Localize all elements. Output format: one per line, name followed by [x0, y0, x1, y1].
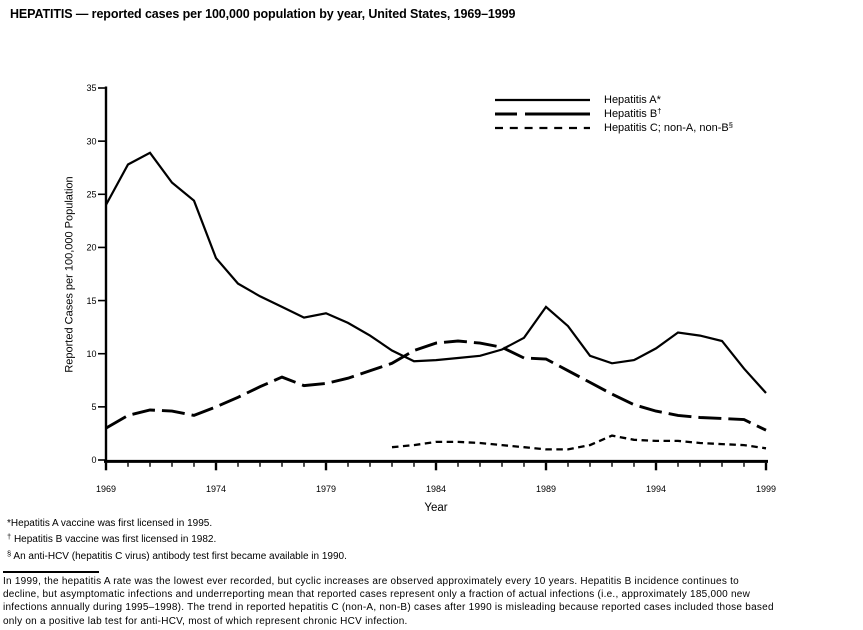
- footnotes: *Hepatitis A vaccine was first licensed …: [7, 517, 347, 563]
- legend-item-hepatitis-a: Hepatitis A*: [494, 93, 733, 107]
- commentary-line: infections annually during 1995–1998). T…: [3, 602, 774, 614]
- commentary: In 1999, the hepatitis A rate was the lo…: [3, 575, 774, 628]
- line-chart: 0 5 10 15 20 25 30 35 1969 1974 1979 1984 1989 1994 19…: [86, 83, 776, 494]
- y-axis-label: Reported Cases per 100,000 Population: [63, 176, 76, 373]
- x-tick-label: 1969: [96, 484, 116, 494]
- y-tick-label: 0: [91, 455, 96, 465]
- y-tick-label: 15: [86, 296, 96, 306]
- figure-title: HEPATITIS — reported cases per 100,000 p…: [10, 7, 516, 21]
- footnote-text: Hepatitis B vaccine was first licensed i…: [11, 534, 217, 546]
- legend: Hepatitis A* Hepatitis B† Hepatitis C; n…: [494, 93, 733, 136]
- y-tick-label: 20: [86, 243, 96, 253]
- x-tick-label: 1974: [206, 484, 226, 494]
- x-tick-label: 1999: [756, 484, 776, 494]
- legend-solid-line-icon: [495, 98, 590, 102]
- legend-label-hepatitis-a: Hepatitis A*: [604, 93, 661, 106]
- y-tick-label: 35: [86, 83, 96, 93]
- commentary-line: In 1999, the hepatitis A rate was the lo…: [3, 576, 739, 587]
- series-line-3: [391, 434, 767, 451]
- legend-item-hepatitis-b: Hepatitis B†: [494, 107, 733, 121]
- y-tick-label: 30: [86, 136, 96, 146]
- series-line-2: [105, 339, 767, 432]
- commentary-line: decline, but asymptomatic infections and…: [3, 589, 751, 601]
- footnote-text: Hepatitis A vaccine was first licensed i…: [10, 518, 213, 529]
- footnote-hepatitis-a: *Hepatitis A vaccine was first licensed …: [7, 517, 347, 530]
- legend-sup-b: †: [657, 106, 662, 116]
- footnote-marker: †: [7, 532, 12, 542]
- x-tick-label: 1989: [536, 484, 556, 494]
- legend-sup-c: §: [728, 120, 733, 130]
- x-tick-label: 1979: [316, 484, 336, 494]
- footnote-text: An anti-HCV (hepatitis C virus) antibody…: [11, 550, 347, 562]
- x-axis-label: Year: [424, 502, 448, 514]
- legend-label-hepatitis-c: Hepatitis C; non-A, non-B§: [604, 120, 733, 134]
- divider-rule: [3, 571, 99, 574]
- x-tick-label: 1994: [646, 484, 666, 494]
- series-line-1: [105, 151, 767, 394]
- footnote-marker: *: [7, 518, 11, 529]
- commentary-line: only on a positive lab test for anti-HCV…: [3, 615, 408, 627]
- legend-label-hepatitis-b: Hepatitis B†: [604, 106, 662, 120]
- y-tick-label: 5: [91, 402, 96, 412]
- y-tick-label: 25: [86, 189, 96, 199]
- legend-long-dash-line-icon: [495, 112, 590, 116]
- footnote-marker: §: [7, 548, 12, 558]
- footnote-hepatitis-c: § An anti-HCV (hepatitis C virus) antibo…: [7, 547, 347, 563]
- legend-short-dash-line-icon: [495, 127, 590, 130]
- footnote-hepatitis-b: † Hepatitis B vaccine was first licensed…: [7, 530, 347, 546]
- legend-item-hepatitis-c: Hepatitis C; non-A, non-B§: [494, 121, 733, 135]
- x-tick-label: 1984: [426, 484, 446, 494]
- y-tick-label: 10: [86, 349, 96, 359]
